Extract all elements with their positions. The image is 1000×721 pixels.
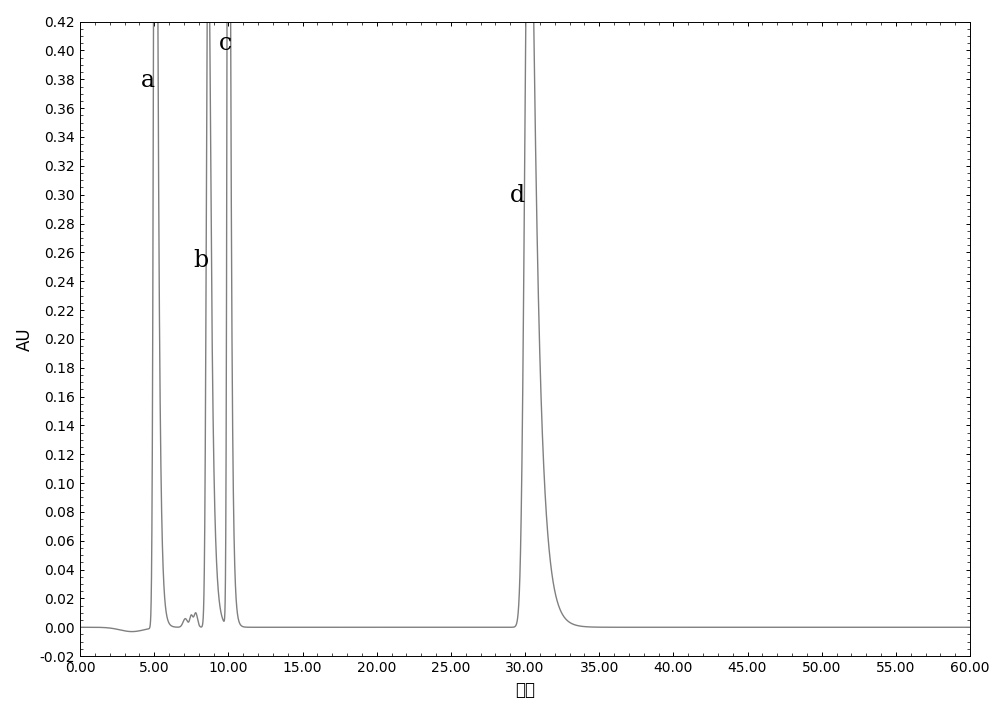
Text: c: c <box>219 32 232 56</box>
Text: a: a <box>141 68 155 92</box>
Text: d: d <box>510 184 525 207</box>
X-axis label: 分钟: 分钟 <box>515 681 535 699</box>
Y-axis label: AU: AU <box>16 327 34 350</box>
Text: b: b <box>193 249 209 272</box>
